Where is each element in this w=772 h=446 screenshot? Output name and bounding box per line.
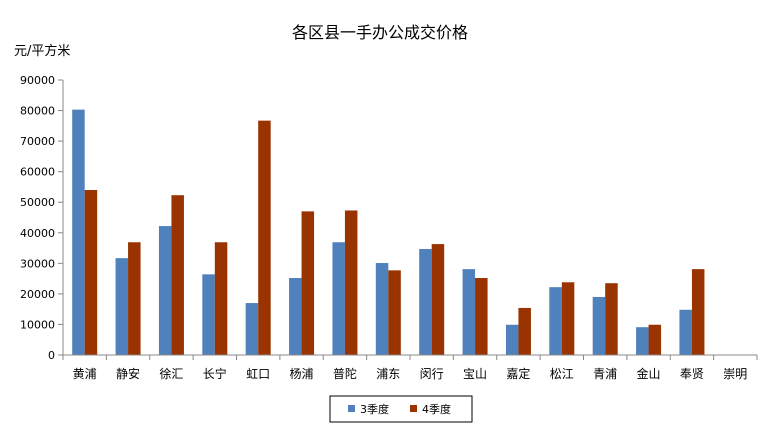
bar-4q: [475, 278, 488, 355]
bars: [72, 109, 705, 355]
y-tick-label: 60000: [20, 166, 55, 179]
legend-swatch-3q: [348, 405, 355, 412]
legend-label-3q: 3季度: [360, 402, 389, 416]
x-tick-label: 青浦: [593, 367, 617, 381]
bar-3q: [462, 269, 476, 355]
bar-3q: [115, 258, 129, 355]
y-tick-label: 40000: [20, 227, 55, 240]
bar-4q: [214, 242, 228, 355]
bar-3q: [332, 242, 345, 355]
y-tick-label: 90000: [20, 74, 55, 87]
bar-3q: [592, 296, 606, 355]
x-tick-label: 虹口: [246, 367, 270, 381]
x-tick-label: 崇明: [723, 367, 747, 381]
y-tick-label: 20000: [20, 288, 55, 301]
bar-4q: [561, 282, 575, 355]
y-axis-ticks: 0 10000 20000 30000 40000 50000 60000 70000 8000…: [20, 74, 63, 362]
bar-4q: [691, 269, 705, 355]
x-axis-ticks: 黄浦 静安 徐汇 长宁 虹口 杨浦 普陀 浦东 闵行 宝山 嘉定 松江 青浦 金山 奉贤 崇明: [62, 355, 758, 381]
y-tick-label: 0: [48, 349, 55, 362]
chart-title: 各区县一手办公成交价格: [292, 23, 468, 42]
x-tick-label: 松江: [550, 367, 574, 381]
bar-4q: [84, 190, 98, 355]
x-tick-label: 徐汇: [159, 366, 183, 381]
bar-4q: [518, 307, 531, 355]
bar-3q: [289, 278, 302, 355]
x-tick-label: 黄浦: [73, 367, 97, 381]
bar-3q: [375, 263, 389, 355]
bar-3q: [679, 309, 692, 355]
bar-4q: [301, 211, 315, 355]
bar-4q: [344, 210, 358, 355]
x-tick-label: 奉贤: [680, 367, 704, 381]
x-tick-label: 金山: [637, 366, 661, 381]
bar-4q: [648, 324, 662, 355]
y-tick-label: 10000: [20, 318, 55, 331]
x-tick-label: 嘉定: [506, 366, 530, 381]
x-tick-label: 普陀: [333, 366, 357, 381]
x-tick-label: 静安: [116, 366, 140, 381]
bar-3q: [636, 327, 649, 355]
legend-swatch-4q: [410, 405, 417, 412]
bar-4q: [388, 270, 401, 355]
bar-3q: [202, 274, 215, 355]
x-tick-label: 长宁: [203, 366, 227, 381]
bar-3q: [72, 109, 85, 355]
y-axis-label: 元/平方米: [14, 43, 70, 59]
x-tick-label: 浦东: [376, 367, 400, 381]
bar-4q: [171, 195, 184, 355]
bar-3q: [549, 287, 562, 355]
y-tick-label: 50000: [20, 196, 55, 209]
legend: 3季度 4季度: [329, 395, 473, 423]
bar-4q: [128, 242, 141, 355]
legend-label-4q: 4季度: [422, 402, 451, 416]
bar-3q: [158, 226, 172, 355]
bar-3q: [419, 248, 432, 355]
x-tick-label: 杨浦: [290, 366, 314, 381]
bar-3q: [505, 324, 519, 355]
y-tick-label: 30000: [20, 257, 55, 270]
bar-4q: [605, 283, 618, 355]
x-tick-label: 宝山: [463, 367, 487, 381]
bar-3q: [245, 303, 259, 355]
x-tick-label: 闵行: [420, 366, 444, 381]
bar-4q: [431, 244, 445, 355]
y-tick-label: 70000: [20, 135, 55, 148]
y-tick-label: 80000: [20, 105, 55, 118]
bar-4q: [258, 120, 271, 355]
